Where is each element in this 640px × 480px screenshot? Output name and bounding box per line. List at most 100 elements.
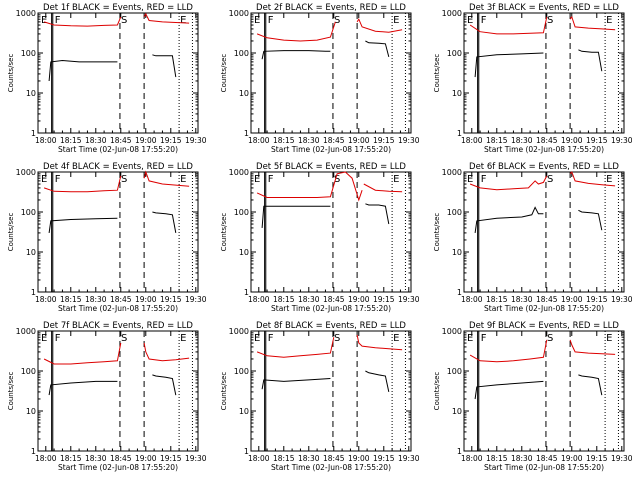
x-tick-label: 18:30: [85, 295, 107, 304]
y-axis-label: Counts/sec: [220, 54, 228, 93]
y-tick-label: 1: [244, 447, 249, 456]
marker-label-e: E: [254, 174, 260, 185]
y-tick-label: 10: [239, 89, 249, 98]
y-tick-label: 1000: [442, 327, 462, 336]
panel-title: Det 1f BLACK = Events, RED = LLD: [43, 3, 193, 13]
lld-series-line: [363, 183, 403, 193]
y-tick-label: 10: [239, 407, 249, 416]
x-axis-label: Start Time (02-Jun-08 17:55:20): [484, 304, 604, 313]
marker-label-s: S: [547, 174, 553, 185]
marker-label-e: E: [180, 15, 186, 26]
marker-label-s: S: [121, 333, 127, 344]
y-tick-label: 1000: [229, 327, 249, 336]
x-tick-label: 19:30: [611, 454, 633, 463]
y-tick-label: 10: [452, 248, 462, 257]
events-series-line: [48, 217, 118, 233]
marker-label-e: E: [41, 174, 47, 185]
marker-label-f: F: [481, 174, 487, 185]
events-series-line: [152, 374, 177, 396]
y-tick-label: 10: [452, 89, 462, 98]
events-series-line: [152, 54, 177, 78]
marker-label-e: E: [606, 174, 612, 185]
y-axis-label: Counts/sec: [433, 54, 441, 93]
marker-label-f: F: [481, 333, 487, 344]
events-series-line: [261, 378, 331, 390]
x-tick-label: 19:15: [160, 295, 182, 304]
x-tick-label: 18:00: [461, 295, 483, 304]
x-tick-label: 18:00: [461, 136, 483, 145]
x-tick-label: 19:15: [586, 454, 608, 463]
lld-series-line: [143, 342, 190, 362]
x-tick-label: 18:30: [298, 295, 320, 304]
x-tick-label: 18:15: [60, 454, 82, 463]
panel-8: Det 8f BLACK = Events, RED = LLD 1 10 100 10…: [220, 321, 420, 472]
y-tick-label: 1000: [229, 9, 249, 18]
x-tick-label: 19:15: [586, 136, 608, 145]
x-tick-label: 19:00: [135, 295, 157, 304]
marker-label-s: S: [121, 15, 127, 26]
marker-label-s: S: [121, 174, 127, 185]
y-tick-label: 10: [26, 407, 36, 416]
marker-label-f: F: [268, 15, 274, 26]
x-tick-label: 19:30: [398, 136, 420, 145]
panel-3: Det 3f BLACK = Events, RED = LLD 1 10 100 10…: [433, 3, 633, 154]
x-tick-label: 19:00: [135, 454, 157, 463]
plot-frame: [37, 12, 199, 134]
x-tick-label: 19:30: [611, 136, 633, 145]
y-tick-label: 1: [457, 447, 462, 456]
y-tick-label: 1: [244, 129, 249, 138]
x-tick-label: 18:30: [85, 136, 107, 145]
y-tick-label: 1000: [229, 168, 249, 177]
lld-series-line: [143, 170, 190, 187]
events-series-line: [474, 206, 544, 233]
x-tick-label: 18:00: [35, 136, 57, 145]
y-tick-label: 100: [234, 208, 249, 217]
lld-series-line: [356, 18, 403, 33]
y-tick-label: 10: [452, 407, 462, 416]
x-axis-label: Start Time (02-Jun-08 17:55:20): [271, 304, 391, 313]
x-axis-label: Start Time (02-Jun-08 17:55:20): [484, 145, 604, 154]
x-tick-label: 19:15: [373, 136, 395, 145]
panel-1: Det 1f BLACK = Events, RED = LLD 1 10 100 10…: [7, 3, 207, 154]
y-tick-label: 1000: [16, 9, 36, 18]
x-tick-label: 18:15: [273, 454, 295, 463]
x-tick-label: 19:30: [185, 295, 207, 304]
x-tick-label: 19:00: [561, 295, 583, 304]
marker-label-f: F: [55, 333, 61, 344]
events-series-line: [474, 380, 544, 400]
panel-6: Det 6f BLACK = Events, RED = LLD 1 10 100 10…: [433, 162, 633, 313]
x-tick-label: 18:45: [323, 136, 345, 145]
x-tick-label: 18:15: [273, 136, 295, 145]
x-tick-label: 19:15: [160, 454, 182, 463]
y-axis-label: Counts/sec: [433, 372, 441, 411]
y-tick-label: 100: [447, 49, 462, 58]
plot-frame: [37, 330, 199, 452]
events-series-line: [365, 370, 390, 393]
y-tick-label: 100: [447, 208, 462, 217]
y-tick-label: 1000: [442, 9, 462, 18]
events-series-line: [578, 374, 603, 396]
x-tick-label: 18:00: [248, 454, 270, 463]
events-series-line: [48, 59, 118, 82]
marker-label-e: E: [393, 174, 399, 185]
lld-series-line: [256, 337, 335, 358]
y-tick-label: 100: [21, 49, 36, 58]
y-tick-label: 100: [21, 208, 36, 217]
x-tick-label: 18:45: [110, 295, 132, 304]
x-tick-label: 18:45: [110, 454, 132, 463]
x-tick-label: 19:00: [561, 454, 583, 463]
plot-frame: [463, 330, 625, 452]
x-tick-label: 18:30: [298, 136, 320, 145]
marker-label-s: S: [334, 333, 340, 344]
events-series-line: [261, 50, 331, 60]
y-tick-label: 10: [26, 248, 36, 257]
y-tick-label: 1000: [16, 168, 36, 177]
panel-4: Det 4f BLACK = Events, RED = LLD 1 10 100 10…: [7, 162, 207, 313]
marker-label-e: E: [467, 174, 473, 185]
events-series-line: [48, 380, 118, 396]
x-tick-label: 19:30: [611, 295, 633, 304]
lld-series-line: [43, 342, 122, 365]
panel-title: Det 2f BLACK = Events, RED = LLD: [256, 3, 406, 13]
x-axis-label: Start Time (02-Jun-08 17:55:20): [58, 463, 178, 472]
x-tick-label: 18:15: [273, 295, 295, 304]
